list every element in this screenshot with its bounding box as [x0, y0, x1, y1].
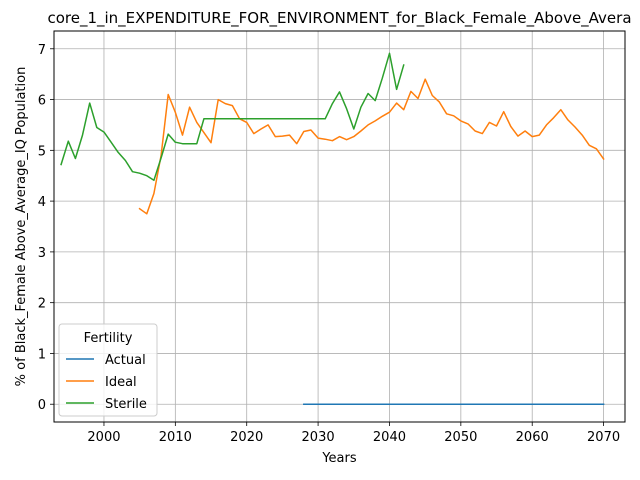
y-tick-label: 6 — [38, 94, 46, 109]
y-tick-label: 4 — [38, 195, 46, 210]
legend-label-ideal: Ideal — [105, 375, 137, 390]
x-tick-label: 2000 — [87, 430, 120, 445]
y-tick-label: 3 — [38, 246, 46, 261]
series-line-ideal — [138, 78, 605, 215]
x-tick-label: 2010 — [159, 430, 192, 445]
legend-label-sterile: Sterile — [105, 397, 147, 412]
y-tick-label: 1 — [38, 347, 46, 362]
x-tick-label: 2060 — [516, 430, 549, 445]
y-tick-label: 2 — [38, 297, 46, 312]
plot-frame — [53, 30, 626, 423]
y-tick-label: 7 — [38, 43, 46, 58]
chart-title: core_1_in_EXPENDITURE_FOR_ENVIRONMENT_fo… — [47, 9, 631, 28]
x-tick-label: 2070 — [587, 430, 620, 445]
legend-title: Fertility — [84, 331, 133, 346]
legend-entries: Actual Ideal Sterile — [66, 353, 147, 412]
legend: Fertility Actual Ideal Sterile — [58, 323, 158, 417]
y-axis-title: % of Black_Female Above_Average_IQ Popul… — [14, 67, 29, 387]
x-tick-label: 2040 — [373, 430, 406, 445]
legend-label-actual: Actual — [105, 353, 146, 368]
x-tick-label: 2050 — [444, 430, 477, 445]
series-lines — [60, 52, 605, 405]
x-axis-title: Years — [321, 451, 357, 466]
legend-box — [58, 323, 158, 417]
axis-ticks: 2000 2010 2020 2030 2040 2050 2060 2070 0 1 2 3 4 5 6 7 — [38, 43, 620, 445]
series-line-sterile — [60, 52, 405, 182]
x-tick-label: 2020 — [230, 430, 263, 445]
y-tick-label: 5 — [38, 144, 46, 159]
x-tick-label: 2030 — [302, 430, 335, 445]
y-tick-label: 0 — [38, 398, 46, 413]
